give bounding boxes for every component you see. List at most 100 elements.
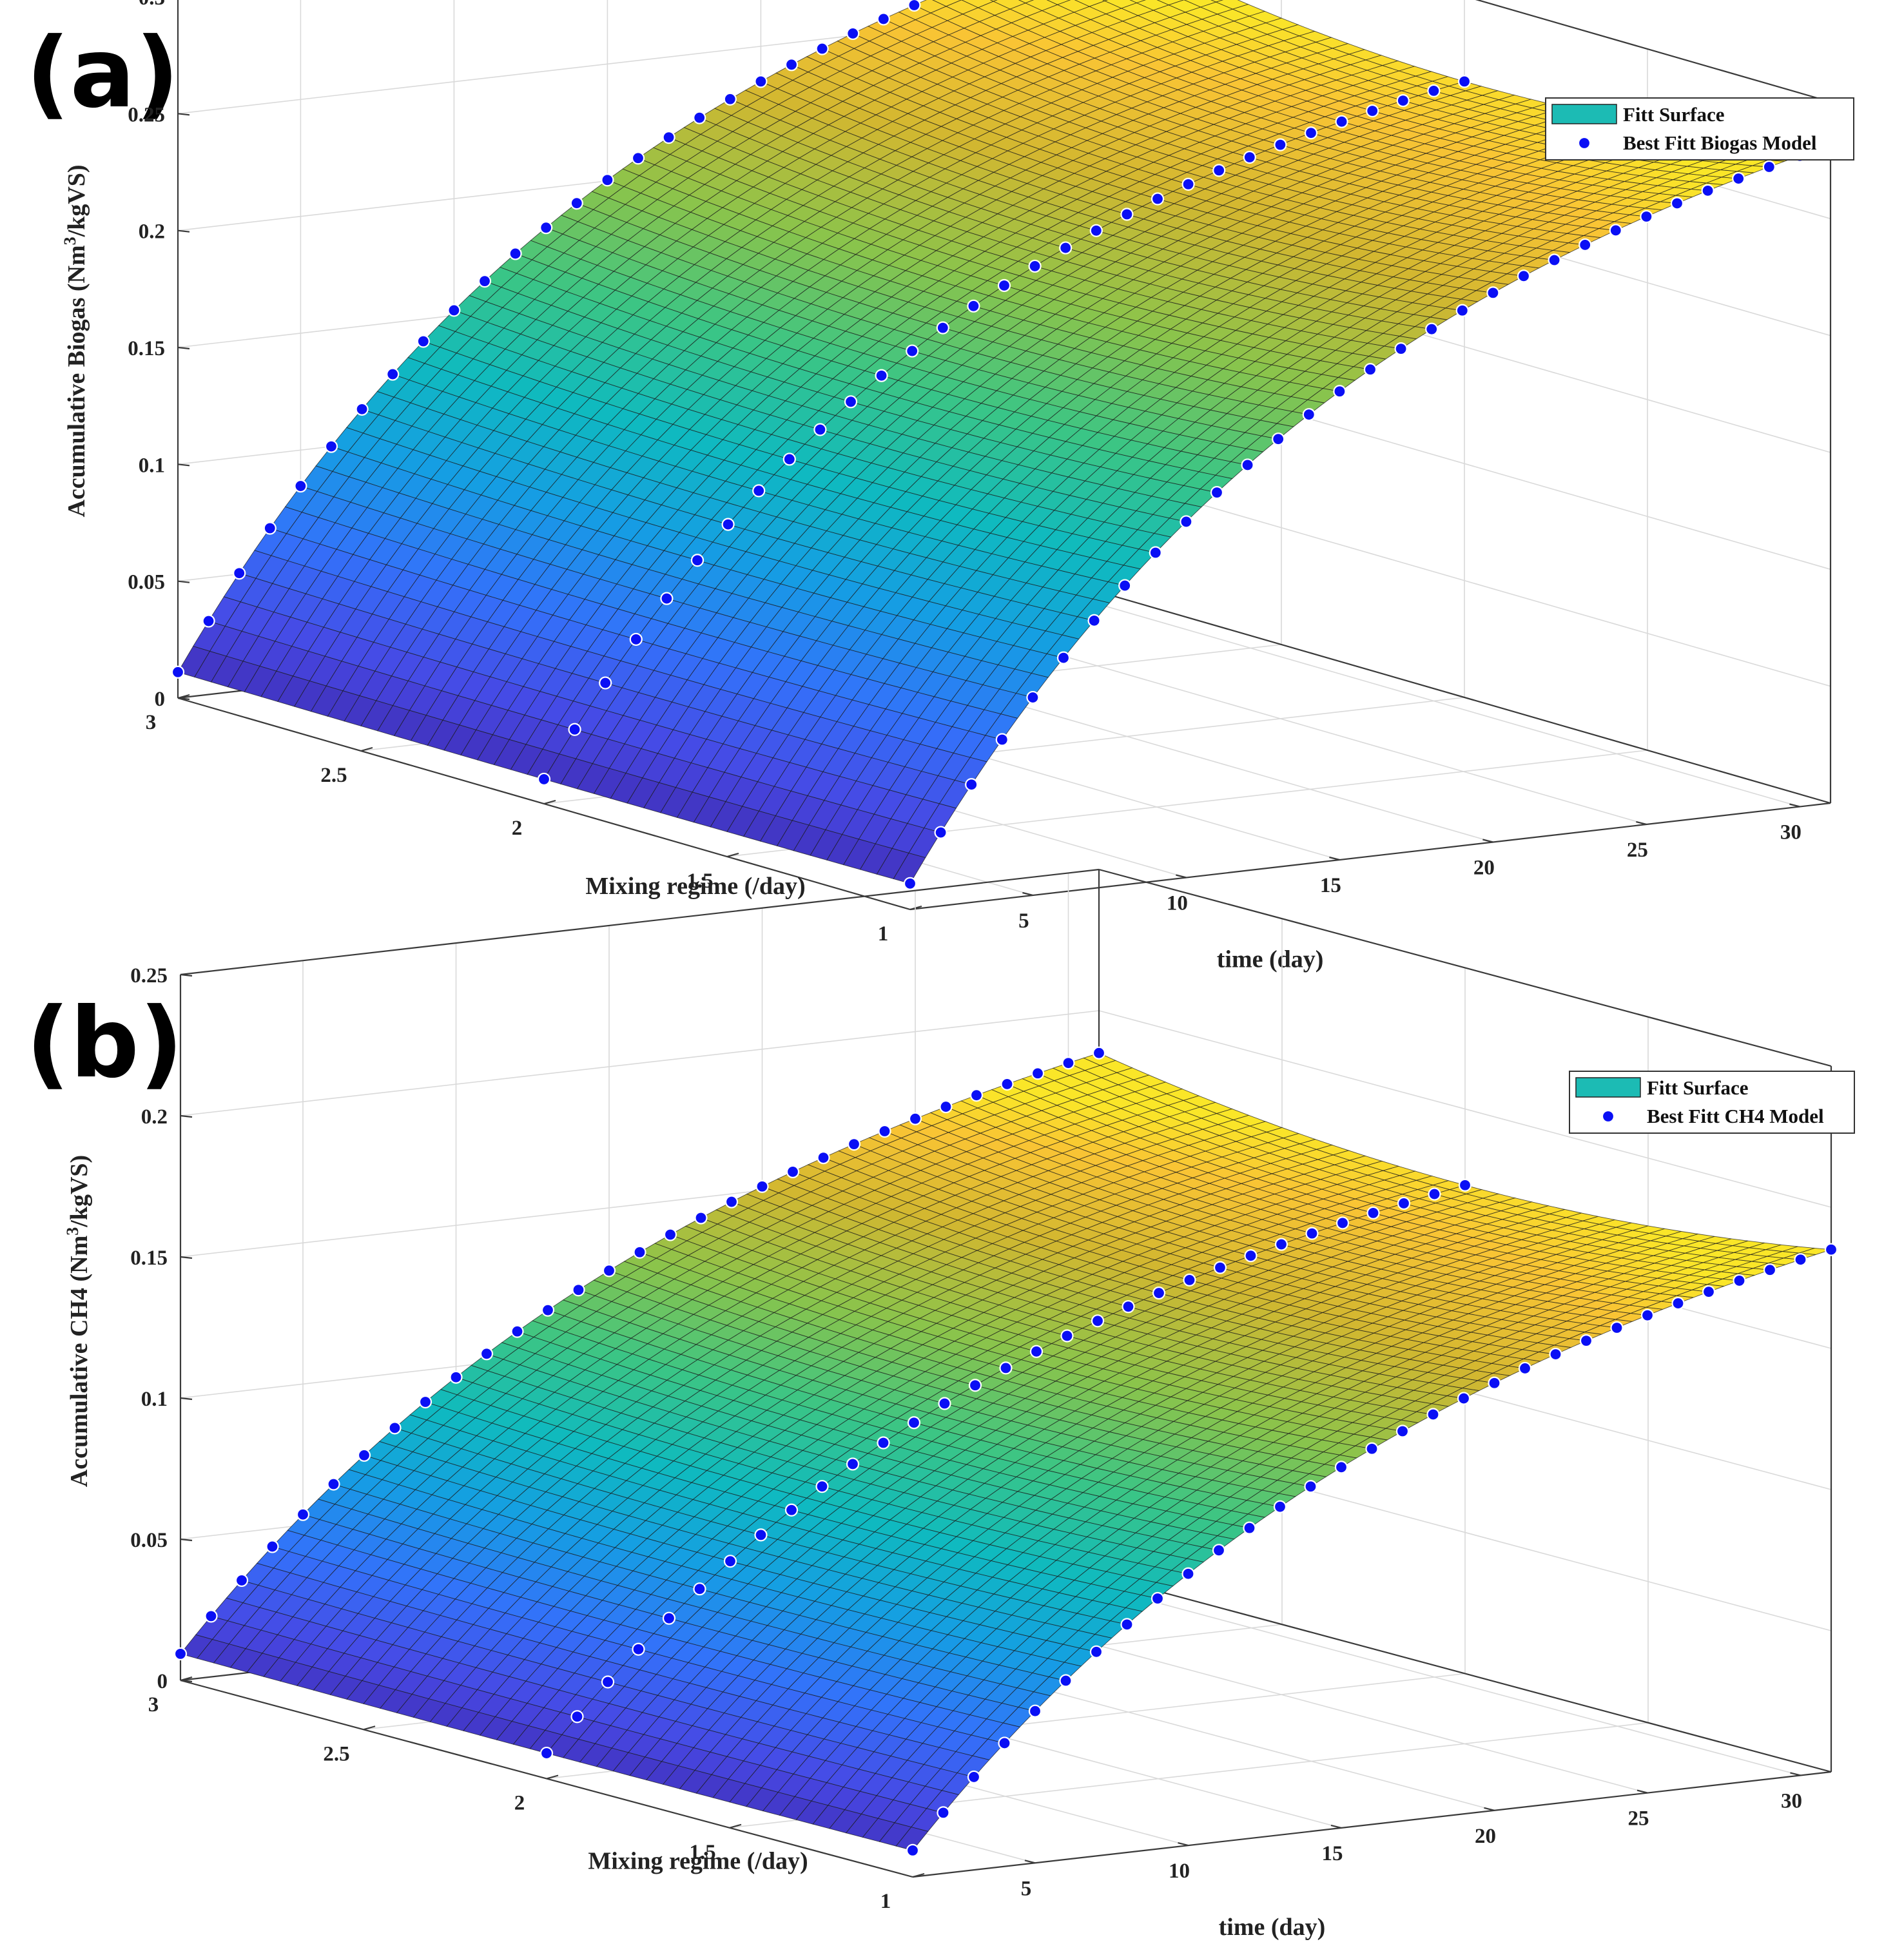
panel-a-z-tick-label: 0.25 bbox=[128, 103, 165, 126]
panel-a-model-point bbox=[601, 173, 614, 187]
panel-a-model-point bbox=[1335, 115, 1348, 128]
panel-a-model-point bbox=[1241, 458, 1254, 472]
panel-a-model-point bbox=[1118, 579, 1132, 592]
panel-a-model-point bbox=[784, 58, 799, 72]
panel-a-model-point bbox=[1212, 164, 1226, 177]
panel-a-model-point bbox=[690, 554, 704, 567]
panel-a-model-point bbox=[1670, 197, 1684, 210]
panel-a-model-point bbox=[906, 344, 919, 358]
panel-a-x-tick-label: 15 bbox=[1320, 874, 1341, 897]
panel-a-model-point bbox=[1272, 432, 1285, 446]
panel-a-model-point bbox=[1302, 408, 1316, 422]
panel-a-x-tick-mark bbox=[1176, 874, 1187, 879]
panel-a-model-point bbox=[1149, 546, 1162, 559]
panel-a-model-point bbox=[813, 423, 827, 436]
panel-a-y-axis-label: Mixing regime (/day) bbox=[585, 873, 805, 900]
panel-a-z-tick-label: 0.05 bbox=[128, 571, 165, 594]
panel-a-box-edge bbox=[1098, 590, 1831, 804]
panel-a-model-point bbox=[903, 877, 917, 890]
panel-a-model-point bbox=[294, 479, 307, 493]
panel-a-x-tick-label: 25 bbox=[1627, 839, 1648, 862]
panel-a-model-point bbox=[1274, 138, 1287, 151]
panel-a-legend-point-marker bbox=[1577, 136, 1591, 150]
panel-a-model-point bbox=[936, 321, 949, 335]
panel-a-y-tick-label: 2.5 bbox=[320, 764, 347, 787]
panel-a-legend: Fitt Surface Best Fitt Biogas Model bbox=[1545, 97, 1854, 160]
panel-a-surface-cell bbox=[1210, 0, 1224, 3]
panel-a-model-point bbox=[1701, 184, 1715, 197]
panel-a-model-point bbox=[908, 0, 921, 12]
panel-a-model-point bbox=[752, 484, 766, 498]
panel-a-model-point bbox=[263, 521, 277, 535]
panel-a-model-point bbox=[815, 42, 829, 55]
panel-a-legend-entry-model: Best Fitt Biogas Model bbox=[1623, 131, 1817, 154]
panel-a-z-label-end: /kgVS) bbox=[63, 164, 90, 237]
panel-a-model-point bbox=[599, 676, 612, 690]
panel-a-model-point bbox=[1457, 75, 1472, 88]
panel-b-ch4-surface-chart: (b) 5101520253011.522.5300.050.10.150.20… bbox=[26, 868, 1855, 1941]
panel-a-model-point bbox=[1243, 150, 1256, 164]
panel-a-model-point bbox=[1210, 486, 1224, 500]
panel-a-model-point bbox=[1579, 238, 1592, 252]
panel-a-fitt-surface bbox=[177, 0, 1831, 884]
panel-a-z-tick-label: 0 bbox=[155, 688, 166, 711]
panel-a-model-point bbox=[1394, 342, 1408, 356]
panel-a-model-point bbox=[662, 131, 675, 144]
panel-a-x-tick-mark bbox=[1022, 891, 1033, 897]
panel-a-model-point bbox=[844, 395, 858, 409]
panel-a-model-point bbox=[1059, 241, 1073, 255]
panel-a-model-point bbox=[1486, 286, 1500, 300]
panel-a-model-point bbox=[416, 335, 430, 348]
panel-a-z-axis-label: Accumulative Biogas (Nm3/kgVS) bbox=[61, 164, 90, 517]
panel-a-model-point bbox=[1425, 322, 1439, 336]
panel-a-model-point bbox=[967, 299, 980, 313]
panel-a-x-tick-mark bbox=[1636, 821, 1647, 826]
panel-a-model-point bbox=[1762, 160, 1776, 174]
panel-a-model-point bbox=[202, 614, 215, 628]
panel-a-model-point bbox=[478, 275, 492, 288]
panel-b-box-edge bbox=[912, 1771, 1832, 1878]
panel-a-model-point bbox=[1181, 177, 1195, 191]
panel-a-model-point bbox=[629, 632, 643, 646]
panel-a-model-point bbox=[1028, 259, 1042, 273]
panel-a-z-tick-mark bbox=[177, 463, 190, 467]
panel-a-model-point bbox=[233, 567, 246, 580]
panel-a-z-tick-label: 0.3 bbox=[139, 0, 165, 10]
panel-a-model-point bbox=[693, 111, 706, 124]
panel-a-model-point bbox=[782, 452, 796, 466]
panel-a-model-point bbox=[1333, 385, 1346, 398]
panel-a-z-label-superscript: 3 bbox=[61, 237, 79, 245]
panel-a-y-tick-label: 3 bbox=[146, 711, 157, 734]
panel-a-z-label-main: Accumulative Biogas (Nm bbox=[63, 245, 90, 517]
panel-a-model-point bbox=[1026, 690, 1040, 704]
panel-a-model-point bbox=[631, 151, 645, 165]
panel-a-model-point bbox=[721, 518, 735, 531]
panel-b-fitt-surface bbox=[180, 1053, 1832, 1851]
panel-a-x-tick-label: 20 bbox=[1473, 857, 1495, 880]
panel-a-model-point bbox=[660, 592, 674, 605]
panel-a-model-point bbox=[386, 367, 400, 381]
panel-a-model-point bbox=[539, 221, 553, 235]
panel-a-model-point bbox=[324, 440, 338, 453]
panel-a-model-point bbox=[1455, 304, 1469, 317]
panel-a-model-point bbox=[877, 12, 890, 26]
panel-a-model-point bbox=[537, 772, 551, 786]
panel-a-surface-cell bbox=[1018, 0, 1035, 4]
panel-a-z-tick-label: 0.2 bbox=[139, 220, 165, 244]
panel-a-model-point bbox=[1304, 126, 1318, 140]
panel-a-x-tick-mark bbox=[1329, 856, 1340, 861]
panel-a-model-point bbox=[1363, 363, 1377, 376]
panel-a-legend-entry-surface: Fitt Surface bbox=[1623, 103, 1725, 126]
panel-a-model-point bbox=[568, 723, 581, 736]
panel-a-z-tick-mark bbox=[177, 229, 190, 233]
panel-a-model-point bbox=[934, 826, 947, 839]
panel-a-model-point bbox=[1640, 209, 1653, 224]
panel-a-z-tick-mark bbox=[177, 580, 190, 583]
panel-a-z-tick-label: 0.15 bbox=[128, 337, 165, 360]
panel-a-model-point bbox=[965, 778, 978, 792]
panel-a-legend-surface-swatch bbox=[1551, 104, 1617, 124]
panel-a-model-point bbox=[1180, 515, 1193, 529]
panel-a-model-point bbox=[1151, 192, 1165, 206]
panel-a-model-point bbox=[1609, 224, 1622, 237]
